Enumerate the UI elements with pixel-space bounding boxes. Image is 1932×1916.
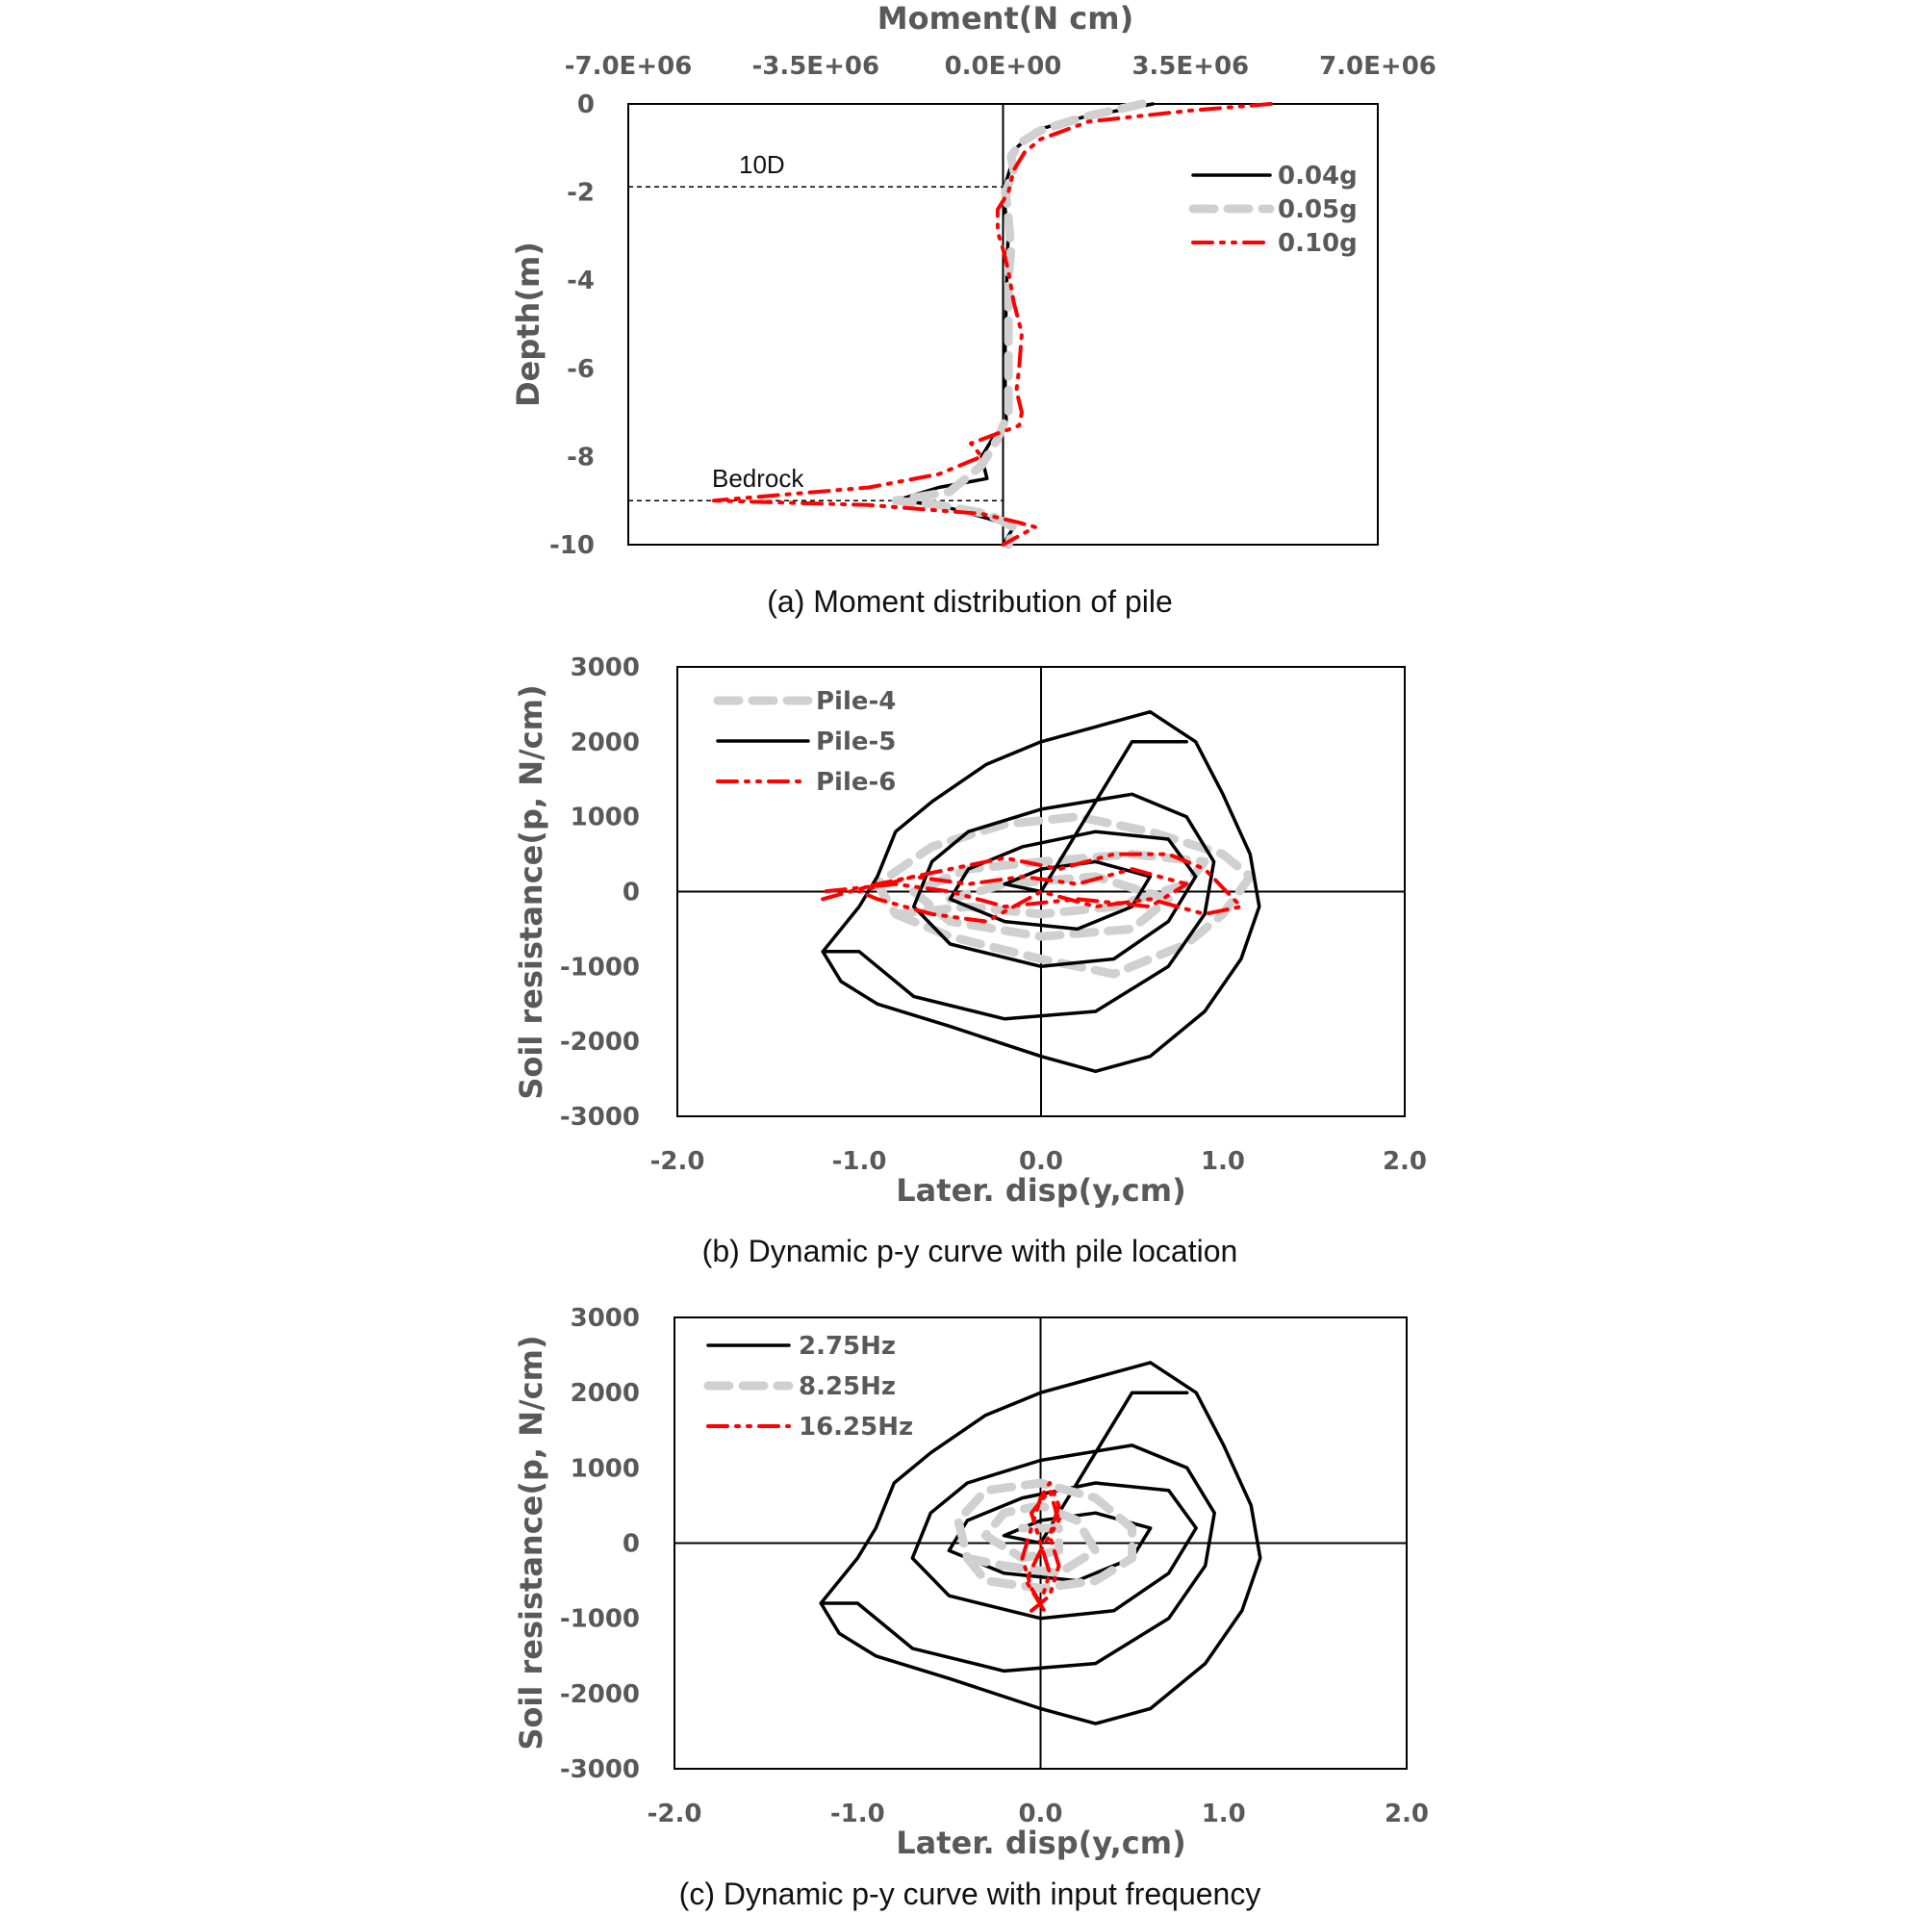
series-line-8-25hz xyxy=(953,1478,1137,1593)
legend-label: 0.04g xyxy=(1278,162,1358,191)
series-line-16-25hz xyxy=(1020,1481,1061,1613)
y-tick-label: 3000 xyxy=(571,1304,640,1333)
series-line-0-10g xyxy=(712,102,1273,547)
x-tick-label: -2.0 xyxy=(650,1147,705,1176)
x-tick-label: -1.0 xyxy=(832,1147,887,1176)
x-tick-label: -1.0 xyxy=(830,1800,885,1828)
x-tick-label: 3.5E+06 xyxy=(1131,52,1249,81)
figure-caption: (c) Dynamic p-y curve with input frequen… xyxy=(679,1877,1261,1911)
x-axis-title: Moment(N cm) xyxy=(877,0,1133,37)
x-tick-label: -3.5E+06 xyxy=(751,52,879,81)
x-axis-title: Later. disp(y,cm) xyxy=(896,1825,1185,1861)
legend-label: Pile-6 xyxy=(816,768,896,797)
figure-caption: (b) Dynamic p-y curve with pile location xyxy=(702,1234,1238,1268)
x-tick-label: 2.0 xyxy=(1385,1800,1429,1828)
x-tick-label: 1.0 xyxy=(1201,1147,1245,1176)
y-tick-label: -2 xyxy=(567,179,595,208)
y-tick-label: -8 xyxy=(567,443,595,472)
x-tick-label: 0.0 xyxy=(1018,1800,1062,1828)
legend-label: Pile-4 xyxy=(816,687,896,716)
x-tick-label: -2.0 xyxy=(648,1800,702,1828)
chart-panel-a: 10D Bedrock -7.0E+06 -3.5E+06 0.0E+00 3.5E+06… xyxy=(510,0,1436,619)
x-tick-label: 2.0 xyxy=(1383,1147,1427,1176)
chart-panel-c: -2.0 -1.0 0.0 1.0 2.0 3000 2000 1000 0 -1000 -2000… xyxy=(513,1304,1429,1911)
series-line-pile-5 xyxy=(821,709,1261,1074)
x-tick-label: 0.0 xyxy=(1019,1147,1063,1176)
x-tick-label: 7.0E+06 xyxy=(1319,52,1436,81)
y-axis-title: Soil resistance(p, N/cm) xyxy=(513,1335,549,1750)
y-tick-label: 0 xyxy=(623,879,640,907)
series-line-2-75hz xyxy=(819,1361,1262,1725)
y-tick-label: -2000 xyxy=(560,1028,640,1057)
annotation-label: 10D xyxy=(739,150,785,179)
y-tick-label: 2000 xyxy=(571,1379,640,1408)
y-tick-label: 3000 xyxy=(571,653,640,682)
y-tick-label: -10 xyxy=(549,531,595,560)
y-axis-title: Depth(m) xyxy=(510,242,547,407)
y-tick-label: 0 xyxy=(623,1530,640,1559)
y-tick-label: -3000 xyxy=(560,1103,640,1132)
y-tick-label: -1000 xyxy=(560,953,640,982)
y-tick-label: -4 xyxy=(567,267,595,295)
x-axis-title: Later. disp(y,cm) xyxy=(896,1172,1185,1209)
x-tick-label: 0.0E+00 xyxy=(945,52,1062,81)
series-line-0-05g xyxy=(891,99,1147,549)
y-axis-title: Soil resistance(p, N/cm) xyxy=(513,684,549,1099)
y-tick-label: 0 xyxy=(577,90,595,119)
y-tick-label: -2000 xyxy=(560,1680,640,1709)
y-tick-label: -6 xyxy=(567,355,595,384)
y-tick-label: 1000 xyxy=(571,1454,640,1483)
y-tick-label: 1000 xyxy=(571,804,640,832)
chart-panel-b: -2.0 -1.0 0.0 1.0 2.0 3000 2000 1000 0 -1000 -2000… xyxy=(513,653,1427,1268)
x-tick-label: -7.0E+06 xyxy=(565,52,693,81)
legend-label: Pile-5 xyxy=(816,728,896,756)
y-tick-label: -1000 xyxy=(560,1605,640,1634)
annotation-label: Bedrock xyxy=(712,464,804,493)
legend-label: 0.05g xyxy=(1278,195,1358,224)
legend-label: 16.25Hz xyxy=(799,1413,913,1442)
series-line-pile-6 xyxy=(821,852,1243,924)
legend-label: 8.25Hz xyxy=(799,1372,896,1401)
y-tick-label: -3000 xyxy=(560,1755,640,1784)
legend-label: 2.75Hz xyxy=(799,1332,896,1361)
legend-label: 0.10g xyxy=(1278,229,1358,258)
figure-caption: (a) Moment distribution of pile xyxy=(767,584,1173,619)
y-tick-label: 2000 xyxy=(571,728,640,757)
x-tick-label: 1.0 xyxy=(1202,1800,1246,1828)
